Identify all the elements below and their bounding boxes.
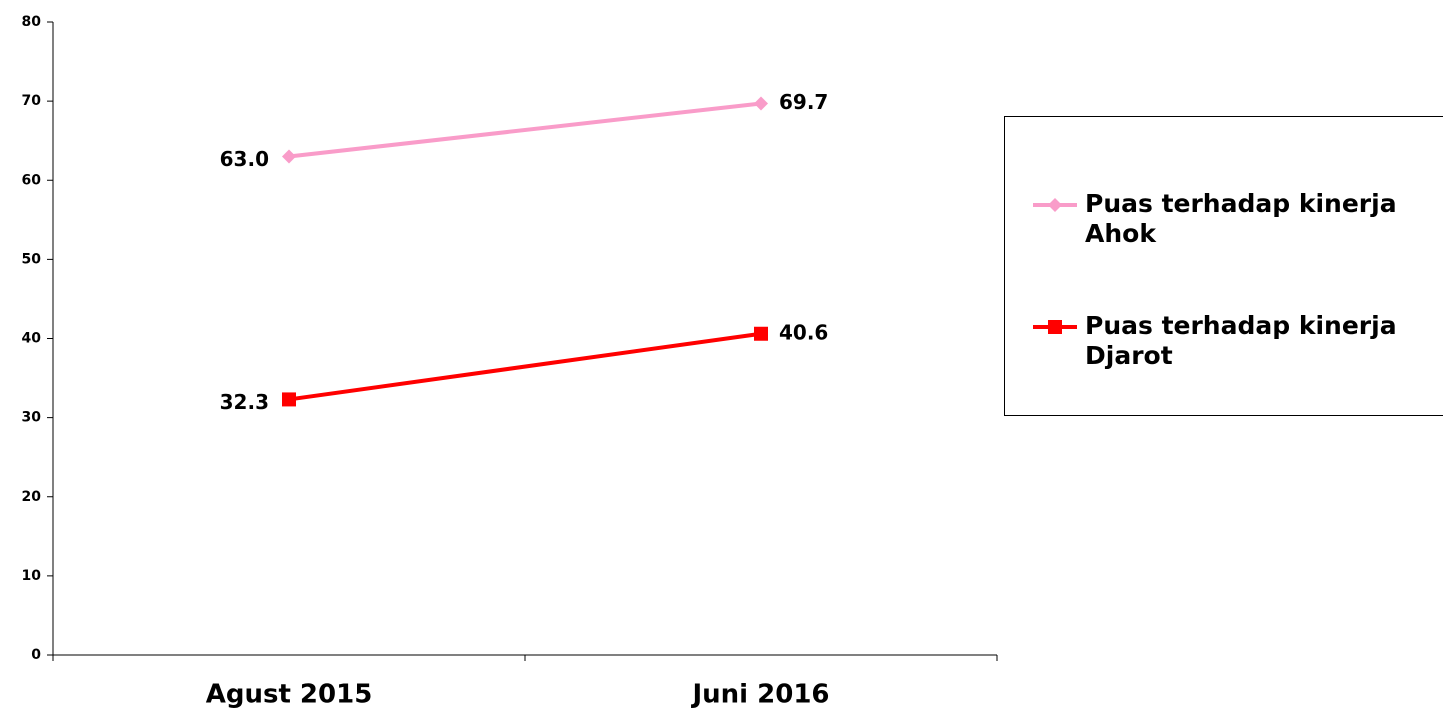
marker — [282, 392, 296, 407]
marker — [754, 326, 768, 341]
y-tick-label: 0 — [31, 647, 41, 663]
marker — [282, 149, 296, 164]
legend-swatch — [1033, 320, 1077, 334]
line — [288, 101, 762, 159]
line — [288, 331, 762, 402]
marker — [754, 96, 768, 111]
data-label: 69.7 — [779, 90, 828, 114]
y-tick-label: 20 — [22, 489, 42, 505]
legend-entry: Puas terhadap kinerja Djarot — [1033, 311, 1425, 371]
x-tick-label: Agust 2015 — [206, 680, 373, 710]
marker — [1048, 320, 1062, 334]
y-tick-label: 30 — [22, 410, 42, 426]
y-tick-label: 70 — [22, 93, 42, 109]
y-tick-label: 40 — [22, 331, 42, 347]
legend: Puas terhadap kinerja Ahok Puas terhadap … — [1004, 116, 1443, 416]
marker — [1048, 198, 1062, 212]
legend-entry: Puas terhadap kinerja Ahok — [1033, 189, 1425, 249]
legend-label: Puas terhadap kinerja Djarot — [1085, 311, 1397, 370]
y-tick-label: 10 — [22, 568, 42, 584]
x-tick-label: Juni 2016 — [690, 680, 829, 710]
legend-label: Puas terhadap kinerja Ahok — [1085, 189, 1397, 248]
data-label: 63.0 — [220, 147, 269, 171]
data-label: 40.6 — [779, 320, 828, 344]
data-label: 32.3 — [220, 390, 269, 414]
y-tick-label: 80 — [22, 14, 42, 30]
y-tick-label: 60 — [22, 172, 42, 188]
legend-swatch — [1033, 198, 1077, 212]
y-tick-label: 50 — [22, 251, 42, 267]
